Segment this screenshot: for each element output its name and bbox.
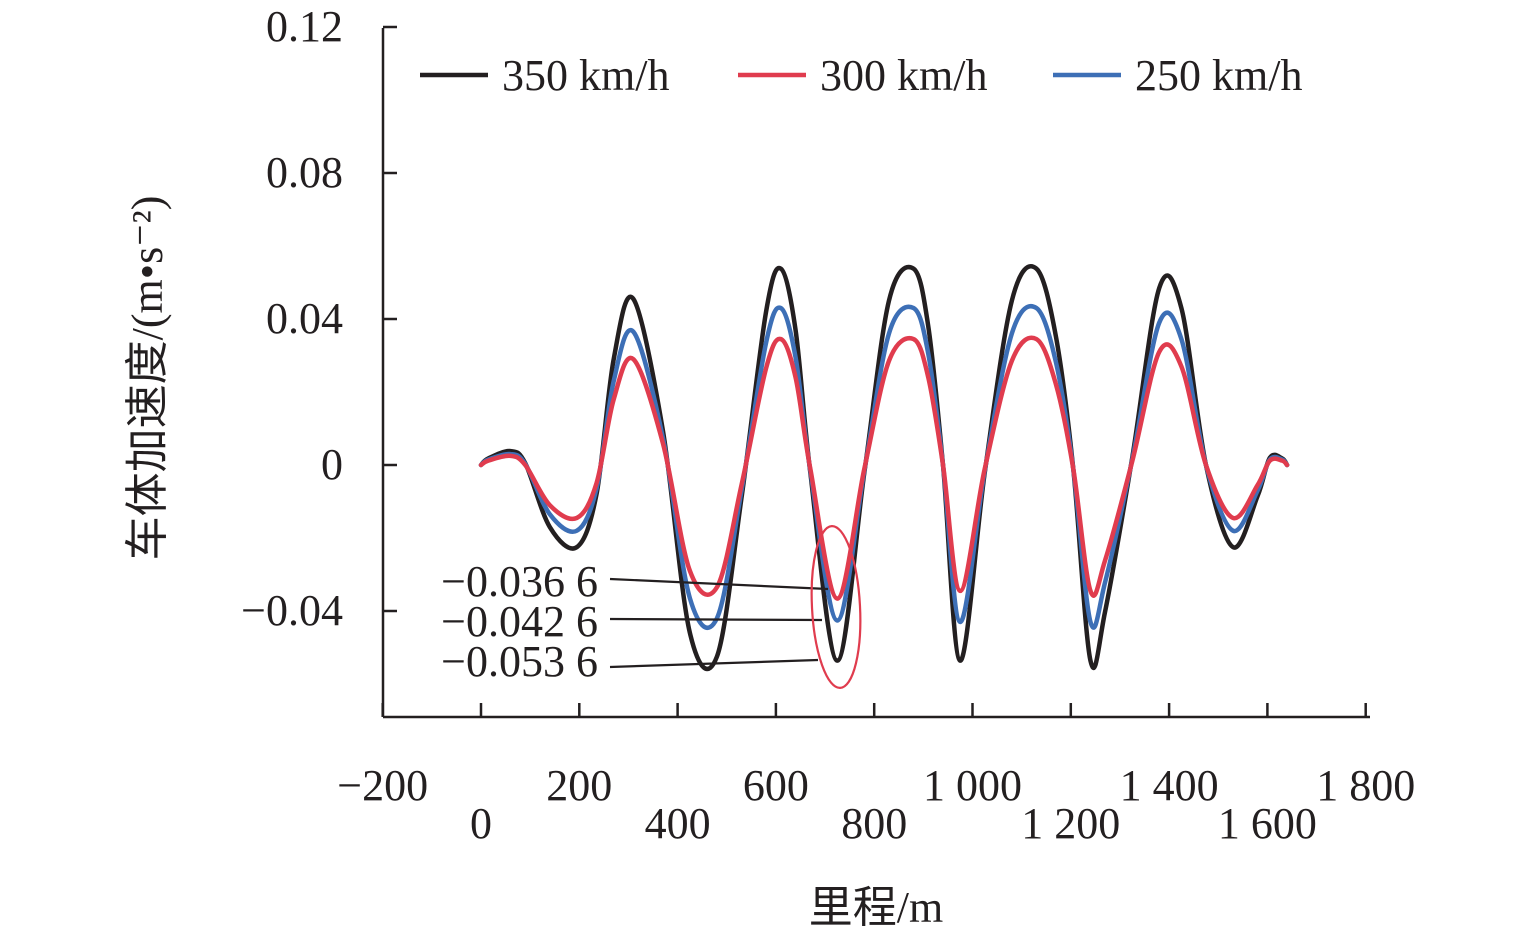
x-tick-label: −200	[337, 761, 428, 810]
x-tick-label: 200	[546, 761, 612, 810]
x-tick-label: 1 600	[1218, 799, 1317, 848]
annotation-leader-line	[609, 658, 819, 669]
y-tick-label: 0.04	[266, 294, 343, 343]
annotation-label: −0.042 6	[441, 597, 598, 646]
y-tick-label: 0	[321, 440, 343, 489]
legend-label: 350 km/h	[502, 51, 669, 100]
chart-series-group	[478, 264, 1290, 672]
x-tick-label: 1 400	[1120, 761, 1219, 810]
x-tick-label: 400	[645, 799, 711, 848]
legend-label: 250 km/h	[1135, 51, 1302, 100]
chart-axes: −0.04 0 0.04 0.08 0.12 −200 0 200 400 600 800 1 000…	[241, 2, 1415, 848]
y-axis-title: 车体加速度/(m•s⁻²)	[123, 196, 172, 561]
y-tick-label: −0.04	[241, 586, 343, 635]
annotation-leader-line	[609, 577, 829, 591]
x-tick-label: 1 000	[923, 761, 1022, 810]
annotation-leader-line	[609, 617, 823, 622]
highlight-ellipse	[810, 525, 862, 689]
chart-annotations: −0.036 6−0.042 6−0.053 6	[441, 525, 862, 689]
annotation-label: −0.036 6	[441, 557, 598, 606]
x-tick-label: 800	[841, 799, 907, 848]
y-tick-label: 0.08	[266, 148, 343, 197]
annotation-label: −0.053 6	[441, 637, 598, 686]
y-tick-label: 0.12	[266, 2, 343, 51]
legend-label: 300 km/h	[820, 51, 987, 100]
x-tick-label: 600	[743, 761, 809, 810]
series-line-250-km-h	[478, 303, 1290, 631]
series-line-300-km-h	[478, 335, 1290, 601]
x-tick-label: 1 200	[1021, 799, 1120, 848]
series-line-350-km-h	[478, 264, 1290, 672]
chart-legend: 350 km/h 300 km/h 250 km/h	[420, 51, 1302, 100]
x-tick-label: 1 800	[1316, 761, 1415, 810]
x-axis-title: 里程/m	[809, 883, 943, 932]
x-tick-label: 0	[470, 799, 492, 848]
